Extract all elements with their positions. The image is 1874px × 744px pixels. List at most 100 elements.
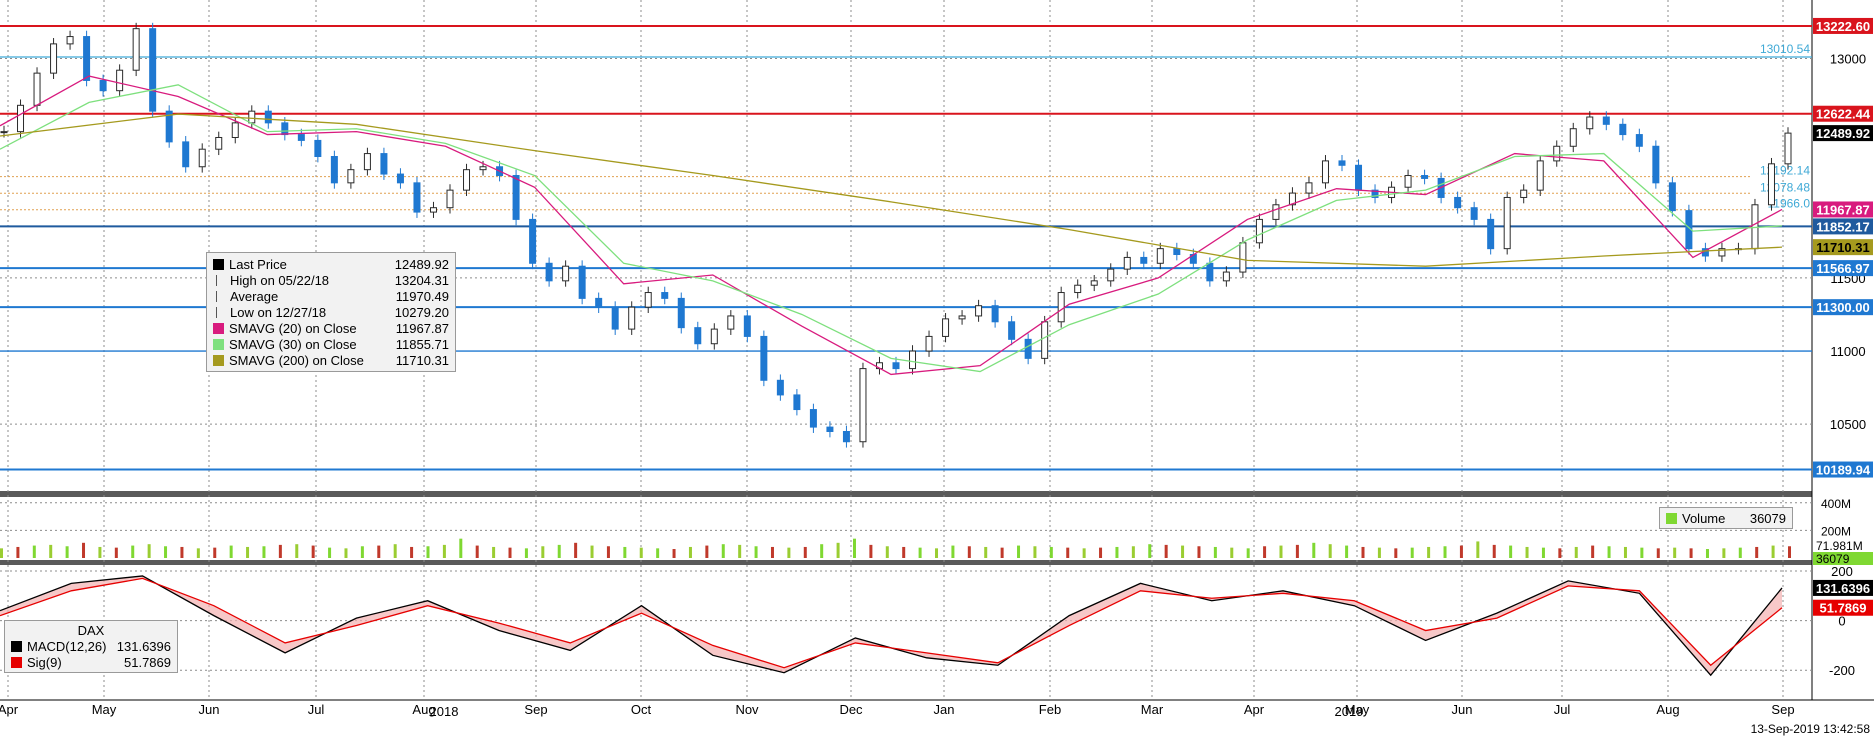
volume-bar [902, 546, 906, 558]
volume-bar [0, 548, 3, 558]
year-label: 2019 [1335, 704, 1364, 719]
x-tick-label: Apr [1244, 702, 1265, 717]
price-badge-label: 11852.17 [1816, 219, 1870, 234]
y-tick-label: 10500 [1830, 417, 1866, 432]
legend-row: Average 11970.49 [213, 288, 449, 304]
candle-body [727, 315, 735, 330]
volume-bar [590, 545, 594, 558]
candle-body [165, 110, 173, 143]
candle-body [1239, 242, 1247, 273]
candle-body [99, 79, 107, 92]
price-badge [1813, 260, 1873, 277]
legend-swatch [216, 274, 223, 286]
candle-body [33, 72, 41, 106]
legend-value: 12489.92 [394, 256, 449, 272]
volume-bar [246, 546, 250, 558]
volume-bar [1623, 546, 1627, 558]
macd-legend-title: DAX [77, 623, 105, 638]
volume-bar [1509, 545, 1513, 558]
price-badge [1813, 461, 1873, 478]
volume-bar [820, 544, 824, 558]
candle-body [1619, 123, 1627, 136]
legend-swatch [213, 258, 224, 270]
legend-value: 131.6396 [116, 638, 171, 654]
candle-body [1784, 132, 1792, 165]
volume-bar [442, 544, 446, 558]
candle-body [1057, 292, 1065, 323]
candle-body [512, 175, 520, 220]
volume-bar [1394, 548, 1398, 558]
candle-body [776, 379, 784, 396]
y-tick-label: 200M [1821, 524, 1851, 538]
candle-body [661, 292, 669, 299]
volume-bar [328, 547, 332, 558]
price-badge [1813, 299, 1873, 316]
volume-bar [1082, 548, 1086, 558]
candle-body [909, 350, 917, 370]
legend-value: 11967.87 [395, 320, 449, 336]
candle-body [17, 104, 25, 133]
price-badge [1813, 105, 1873, 122]
candle-body [380, 153, 388, 175]
candle-body [958, 315, 966, 320]
volume-bar [1541, 547, 1545, 558]
moving-average-line [0, 84, 1783, 373]
candle-body [281, 122, 289, 136]
legend-value: 11710.31 [395, 352, 449, 368]
x-tick-label: Apr [0, 702, 19, 717]
legend-value: 51.7869 [124, 654, 171, 670]
candle-body [1421, 175, 1429, 179]
volume-bar [1673, 547, 1677, 558]
candle-body [1355, 164, 1363, 191]
candle-body [1123, 256, 1131, 270]
legend-swatch [216, 306, 223, 318]
volume-bar [360, 546, 364, 558]
legend-label: Last Price [229, 256, 287, 272]
volume-bar [1213, 546, 1217, 558]
candle-body [1338, 160, 1346, 166]
price-badge [1813, 201, 1873, 218]
volume-bar [1443, 546, 1447, 558]
x-tick-label: Dec [839, 702, 863, 717]
candle-body [578, 265, 586, 299]
candle-body [1668, 182, 1676, 212]
candle-body [413, 182, 421, 213]
candle-body [1140, 256, 1148, 264]
volume-bar [311, 545, 315, 558]
fib-level-label: 12078.48 [1760, 180, 1810, 194]
volume-bar [738, 544, 742, 558]
candle-body [1553, 145, 1561, 162]
volume-bar [721, 544, 725, 558]
volume-bar [1459, 545, 1463, 558]
volume-bar [16, 546, 20, 558]
volume-bar [574, 542, 578, 558]
candle-body [1569, 128, 1577, 147]
x-tick-label: Jul [1554, 702, 1571, 717]
volume-bar [1295, 544, 1299, 558]
candle-body [1090, 280, 1098, 286]
candle-body [694, 327, 702, 345]
candle-body [1520, 189, 1528, 198]
x-tick-label: Aug [412, 702, 435, 717]
volume-bar [393, 544, 397, 558]
price-legend: Last Price 12489.92 High on 05/22/18 13204.… [206, 252, 456, 372]
candle-body [83, 36, 91, 81]
candle-body [562, 265, 570, 282]
candle-body [1288, 192, 1296, 206]
volume-bar [164, 546, 168, 558]
volume-bar [754, 546, 758, 558]
candle-body [116, 69, 124, 92]
x-tick-label: Aug [1656, 702, 1679, 717]
volume-bar [377, 545, 381, 558]
volume-bar [1328, 544, 1332, 558]
volume-bar [1246, 548, 1250, 558]
volume-bar [1000, 547, 1004, 558]
x-tick-label: Jul [308, 702, 325, 717]
candle-body [479, 166, 487, 171]
candle-body [760, 335, 768, 381]
panel-separator [0, 560, 1812, 565]
candle-body [1718, 248, 1726, 257]
volume-bar [1492, 544, 1496, 558]
volume-badge [1813, 539, 1873, 552]
candle-body [925, 335, 933, 352]
